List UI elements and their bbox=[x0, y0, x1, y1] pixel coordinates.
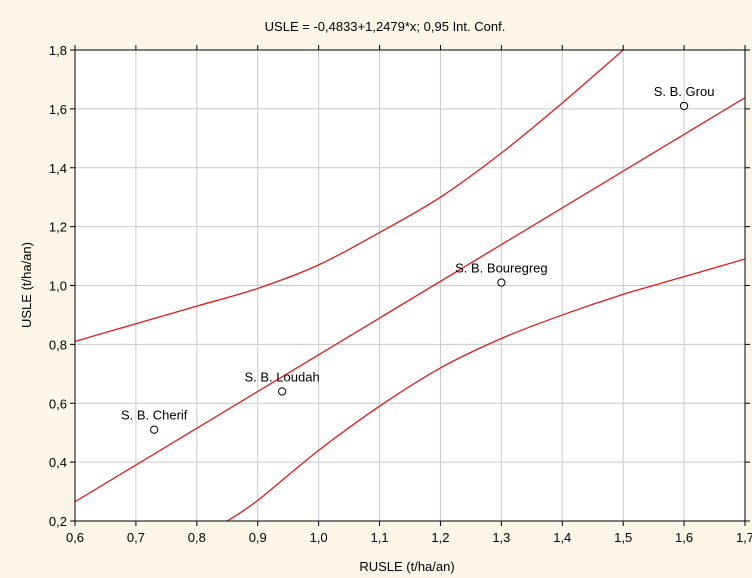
x-tick-label: 1,1 bbox=[371, 530, 389, 545]
regression-line bbox=[75, 97, 745, 503]
confidence-band-upper bbox=[75, 50, 624, 343]
grid bbox=[75, 50, 745, 521]
y-tick-label: 1,6 bbox=[49, 102, 67, 117]
y-tick-label: 1,2 bbox=[49, 220, 67, 235]
x-tick-label: 0,7 bbox=[127, 530, 145, 545]
x-tick-label: 1,6 bbox=[675, 530, 693, 545]
x-tick-label: 0,6 bbox=[66, 530, 84, 545]
x-tick-label: 1,0 bbox=[310, 530, 328, 545]
y-tick-label: 0,6 bbox=[49, 396, 67, 411]
data-point-label: S. B. Cherif bbox=[121, 408, 188, 423]
x-tick-label: 1,2 bbox=[431, 530, 449, 545]
x-tick-label: 1,7 bbox=[736, 530, 752, 545]
x-tick-label: 1,4 bbox=[553, 530, 571, 545]
data-point bbox=[679, 101, 689, 111]
confidence-band-lower bbox=[226, 258, 745, 521]
plot-content bbox=[75, 50, 745, 521]
y-tick-label: 0,2 bbox=[49, 514, 67, 529]
x-tick-label: 1,3 bbox=[492, 530, 510, 545]
x-tick-label: 1,5 bbox=[614, 530, 632, 545]
x-tick-label: 0,9 bbox=[249, 530, 267, 545]
y-tick-label: 0,4 bbox=[49, 455, 67, 470]
y-tick-label: 0,8 bbox=[49, 337, 67, 352]
data-point bbox=[277, 387, 287, 396]
data-point bbox=[150, 425, 159, 434]
y-tick-label: 1,0 bbox=[49, 279, 67, 294]
data-points: S. B. Cherif S. B. Loudah S. B. Bouregreg S… bbox=[121, 84, 715, 434]
y-tick-label: 1,4 bbox=[49, 161, 67, 176]
data-point-label: S. B. Grou bbox=[654, 84, 715, 99]
axes: 0,6 0,7 0,8 0,9 1,0 1,1 1,2 1,3 1,4 1,5 1,6 1,70,20… bbox=[49, 43, 752, 545]
y-axis-label: USLE (t/ha/an) bbox=[19, 242, 34, 328]
y-tick-label: 1,8 bbox=[49, 43, 67, 58]
chart-title: USLE = -0,4833+1,2479*x; 0,95 Int. Conf. bbox=[265, 19, 506, 34]
data-point bbox=[497, 278, 506, 287]
data-point-label: S. B. Loudah bbox=[245, 369, 320, 384]
data-point-label: S. B. Bouregreg bbox=[455, 261, 548, 276]
x-tick-label: 0,8 bbox=[188, 530, 206, 545]
x-axis-label: RUSLE (t/ha/an) bbox=[359, 559, 454, 574]
